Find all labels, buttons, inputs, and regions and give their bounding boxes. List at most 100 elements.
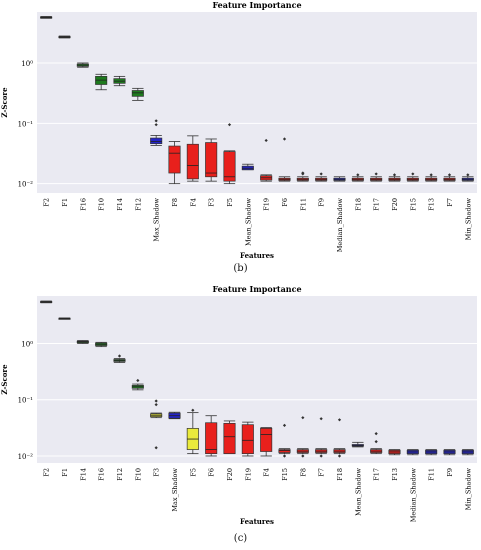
x-tick-label: F2 (43, 468, 51, 477)
box-Max_Shadow (168, 411, 181, 420)
box-body (223, 151, 236, 182)
outlier-point (447, 173, 452, 177)
x-tick-label: F10 (98, 198, 106, 211)
box-F4 (186, 135, 199, 182)
box-body (223, 423, 236, 454)
box-F16 (95, 341, 108, 348)
x-tick-label: F13 (428, 198, 436, 211)
x-tick-label: F17 (373, 198, 381, 211)
box-F7 (443, 173, 456, 182)
chart-b-svg: Feature Importance 10⁻² 10⁻¹ 10⁰ Z-Score F2 F1… (0, 0, 477, 260)
outlier-point (117, 354, 122, 358)
outlier-point (319, 172, 323, 176)
outlier-point (374, 431, 378, 436)
box-F5 (186, 408, 199, 455)
box-F5 (223, 123, 236, 185)
outlier-point (356, 173, 360, 177)
box-F10 (131, 378, 144, 391)
box-body (205, 142, 218, 178)
outlier-point (319, 454, 323, 458)
x-tick-label: F5 (226, 198, 234, 207)
x-tick-label: F8 (299, 468, 307, 477)
box-F18 (333, 418, 346, 458)
x-tick-label: F5 (189, 468, 197, 477)
box-F3 (205, 138, 218, 182)
x-tick-label: F14 (116, 198, 124, 211)
y-tick-label: 10⁻² (18, 453, 34, 461)
x-tick-label: Max_Shadow (153, 198, 161, 242)
outlier-point (392, 173, 397, 177)
x-tick-label: Median_Shadow (336, 198, 344, 253)
box-body (186, 143, 199, 180)
caption-c: (c) (233, 533, 248, 544)
chart-c-svg: Feature Importance 10⁻² 10⁻¹ 10⁰ Z-Score F2 F1… (0, 284, 477, 526)
x-tick-label: F3 (208, 198, 216, 207)
outlier-point (282, 137, 287, 141)
x-tick-label: Min_Shadow (464, 198, 472, 241)
y-tick-label: 10⁻² (18, 181, 34, 189)
outlier-point (282, 454, 287, 458)
box-F13 (388, 449, 401, 456)
outlier-point (264, 138, 268, 143)
y-tick-label: 10⁻¹ (18, 397, 34, 405)
y-tick-label: 10⁰ (21, 341, 33, 349)
box-body (241, 424, 254, 454)
outlier-point (337, 454, 342, 458)
box-Max_Shadow (150, 119, 163, 146)
box-F12 (131, 87, 144, 101)
x-tick-label: F7 (318, 468, 326, 477)
x-tick-label: F18 (354, 198, 362, 211)
box-Min_Shadow (461, 173, 474, 182)
caption-b: (b) (233, 263, 248, 274)
x-tick-label: F17 (373, 468, 381, 481)
outlier-point (301, 454, 305, 458)
box-body (205, 422, 218, 454)
box-F17 (370, 431, 383, 455)
box-F11 (425, 449, 438, 456)
box-F9 (443, 449, 456, 456)
outlier-point (411, 172, 415, 176)
x-tick-label: F20 (226, 468, 234, 481)
x-tick-label: F13 (391, 468, 399, 481)
box-body (131, 90, 144, 97)
x-tick-label: F14 (79, 468, 87, 481)
box-F20 (388, 173, 401, 182)
outlier-point (227, 123, 232, 127)
x-tick-label: F4 (263, 468, 271, 477)
box-Mean_Shadow (351, 441, 364, 448)
box-F6 (278, 137, 291, 182)
x-tick-label: F9 (318, 198, 326, 207)
box-F16 (76, 62, 89, 68)
box-F4 (260, 427, 273, 457)
x-tick-label: F8 (171, 198, 179, 207)
x-axis-label: Features (240, 517, 274, 526)
plot-area (37, 12, 477, 193)
box-F6 (205, 415, 218, 457)
x-tick-label: F6 (281, 198, 289, 207)
box-F1 (58, 317, 71, 320)
x-tick-label: F18 (336, 468, 344, 481)
box-F8 (168, 141, 181, 185)
x-tick-label: F19 (263, 198, 271, 211)
y-axis-label: Z-Score (0, 87, 9, 118)
x-tick-label: F15 (281, 468, 289, 481)
box-F2 (40, 300, 53, 304)
outlier-point (466, 173, 470, 177)
box-F17 (370, 172, 383, 182)
x-tick-label: F20 (391, 198, 399, 211)
outlier-point (374, 172, 378, 176)
x-tick-label: F11 (299, 198, 307, 211)
chart-title: Feature Importance (212, 284, 301, 294)
x-tick-label: F11 (428, 468, 436, 481)
x-axis-label: Features (240, 251, 274, 260)
x-tick-label: F16 (79, 198, 87, 211)
box-F2 (40, 16, 53, 19)
box-body (278, 449, 291, 453)
y-tick-label: 10⁰ (21, 60, 33, 68)
y-axis-label: Z-Score (0, 364, 9, 395)
box-F15 (406, 172, 419, 182)
box-Mean_Shadow (241, 163, 254, 171)
box-F9 (315, 172, 328, 182)
box-F11 (296, 171, 309, 182)
x-tick-label: Mean_Shadow (244, 198, 252, 246)
